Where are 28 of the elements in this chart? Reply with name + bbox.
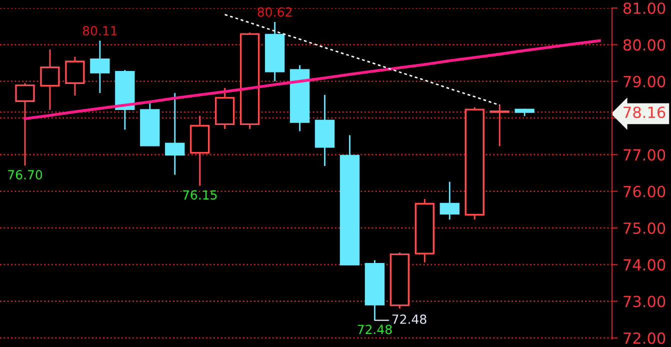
y-tick-label: 74.00 <box>624 259 666 271</box>
y-tick-label: 80.00 <box>623 39 666 51</box>
candlestick <box>314 94 335 167</box>
y-tick-label: 77.00 <box>624 149 666 161</box>
candlestick <box>214 87 235 130</box>
annotation: 80.62 <box>258 7 292 17</box>
annotation: 80.11 <box>82 26 117 36</box>
annotation: 76.15 <box>182 190 217 200</box>
candlestick <box>90 40 110 94</box>
candlestick <box>440 181 460 220</box>
candlestick <box>40 48 60 111</box>
y-tick-label: 79.00 <box>624 76 666 88</box>
candlestick <box>290 64 310 132</box>
annotation: 76.70 <box>8 170 42 180</box>
y-tick-label: 81.00 <box>623 2 666 14</box>
candlestick <box>165 92 185 176</box>
y-tick-label: 76.00 <box>624 186 666 198</box>
line-series <box>24 39 601 120</box>
candlestick <box>190 115 210 186</box>
y-tick-label: 75.00 <box>624 222 666 234</box>
y-tick-label: 73.00 <box>624 296 666 308</box>
candlestick <box>414 198 434 264</box>
y-tick-label: 78.16 <box>624 106 666 118</box>
candlestick <box>364 259 385 321</box>
annotation: 72.48 <box>358 324 392 334</box>
y-tick-label: 72.00 <box>624 332 666 344</box>
annotation: 72.48 <box>392 314 426 324</box>
candlestick <box>264 21 285 82</box>
